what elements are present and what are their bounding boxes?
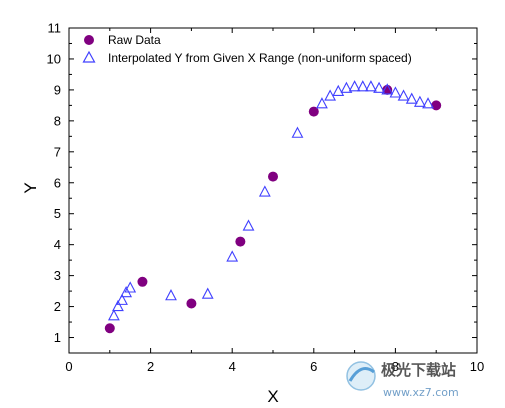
raw-data-point [382,84,393,95]
interpolated-point [324,89,337,101]
raw-data-point [308,106,319,117]
interpolated-point [291,126,304,138]
interpolated-point [348,80,361,92]
interpolated-point [201,287,214,299]
legend: Raw Data Interpolated Y from Given X Ran… [82,33,412,65]
x-tick-label: 2 [147,359,154,374]
raw-data-point [235,236,246,247]
y-tick-label: 2 [54,299,61,314]
y-tick-label: 4 [54,237,61,252]
y-tick-label: 11 [48,21,62,36]
watermark-logo-icon [346,361,376,391]
interpolated-point [226,250,239,262]
y-tick-label: 10 [47,51,61,66]
y-tick-label: 5 [54,206,61,221]
raw-data-point [137,276,148,287]
interpolated-point [116,293,128,305]
x-tick-label: 0 [65,359,72,374]
y-tick-label: 1 [54,330,61,345]
interpolated-point [397,89,410,101]
legend-marker-interpolated [82,50,96,63]
legend-marker-raw [84,35,94,45]
interpolated-point [165,289,177,301]
raw-data-point [186,298,197,309]
interpolated-point [373,81,385,93]
interpolated-point [124,281,137,293]
interpolated-point [258,185,271,197]
raw-data-point [431,100,442,111]
interpolated-point [356,80,369,92]
y-tick-label: 8 [54,113,61,128]
y-axis-title: Y [21,182,40,193]
interpolated-point [332,84,345,97]
y-tick-label: 9 [54,82,61,97]
interpolated-point [112,299,124,312]
watermark-url: www.xz7.com [383,386,459,399]
x-tick-label: 8 [392,359,399,374]
x-tick-label: 6 [310,359,317,374]
interpolated-point [422,97,434,109]
legend-label-raw: Raw Data [108,33,161,47]
x-tick-label: 4 [229,359,236,374]
interpolated-point [413,95,426,107]
interpolated-point [405,92,418,104]
y-tick-label: 3 [54,268,61,283]
axis-ticks [68,27,478,353]
interpolated-point [340,81,353,93]
legend-label-interpolated: Interpolated Y from Given X Range (non-u… [108,51,412,65]
y-tick-label: 7 [54,144,61,159]
watermark-swoosh-icon [348,367,375,382]
interpolated-point [242,219,255,231]
interpolated-series [107,80,434,321]
x-axis-title: X [267,387,278,406]
raw-data-point [268,171,278,182]
interpolated-point [316,97,328,109]
x-tick-label: 10 [470,359,484,374]
y-tick-label: 6 [54,175,61,190]
raw-data-point [104,323,115,334]
interpolated-point [365,80,377,92]
watermark: 极光下载站 www.xz7.com [346,361,459,399]
watermark-text: 极光下载站 [381,361,456,379]
interpolated-point [107,309,120,321]
interpolated-point [381,83,394,95]
raw-data-series [104,84,442,334]
interpolated-point [389,86,402,98]
